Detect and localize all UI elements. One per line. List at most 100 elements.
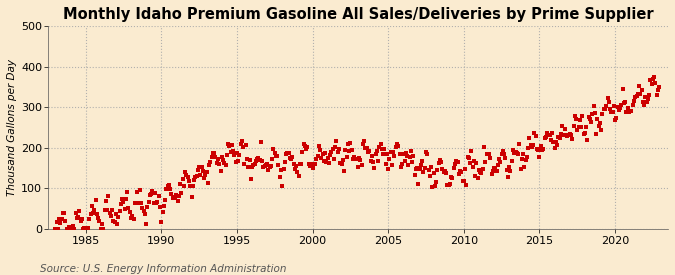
Point <box>246 177 256 181</box>
Point <box>394 152 405 156</box>
Point <box>651 93 662 97</box>
Point <box>486 172 497 177</box>
Point <box>279 160 290 164</box>
Point <box>503 175 514 179</box>
Y-axis label: Thousand Gallons per Day: Thousand Gallons per Day <box>7 59 17 196</box>
Point <box>134 188 145 192</box>
Point <box>649 75 659 79</box>
Point <box>122 190 132 194</box>
Point <box>188 178 199 182</box>
Point <box>325 153 335 158</box>
Point <box>308 162 319 166</box>
Point <box>303 162 314 166</box>
Point <box>327 147 338 151</box>
Point <box>612 105 623 110</box>
Point <box>514 142 524 146</box>
Point <box>233 159 244 163</box>
Point <box>92 212 103 217</box>
Point <box>301 147 312 151</box>
Point <box>389 154 400 158</box>
Point <box>95 227 106 231</box>
Point <box>54 216 65 221</box>
Point <box>470 174 481 178</box>
Point <box>464 161 475 166</box>
Point <box>416 163 427 167</box>
Point <box>330 145 341 149</box>
Point <box>94 218 105 223</box>
Point <box>119 207 130 211</box>
Point <box>79 226 90 230</box>
Point <box>403 163 414 167</box>
Point <box>618 101 629 105</box>
Point <box>617 87 628 91</box>
Point <box>390 144 401 149</box>
Point <box>396 164 406 169</box>
Point <box>399 159 410 164</box>
Point <box>287 155 298 159</box>
Point <box>495 160 506 164</box>
Point <box>335 160 346 165</box>
Point <box>126 216 136 220</box>
Point <box>323 161 334 165</box>
Point <box>589 111 600 116</box>
Point <box>68 224 78 228</box>
Point <box>625 109 636 113</box>
Point <box>351 156 362 161</box>
Point <box>99 208 110 212</box>
Point <box>432 167 443 172</box>
Point <box>243 164 254 169</box>
Point <box>548 140 559 144</box>
Point <box>345 140 356 145</box>
Point <box>384 157 395 161</box>
Point <box>522 155 533 160</box>
Point <box>83 226 94 230</box>
Point <box>385 149 396 154</box>
Point <box>643 97 653 101</box>
Point <box>572 128 583 132</box>
Point <box>169 195 180 200</box>
Point <box>248 163 259 167</box>
Point <box>422 152 433 156</box>
Point <box>467 164 478 169</box>
Point <box>86 204 97 208</box>
Point <box>254 158 265 163</box>
Point <box>466 149 477 153</box>
Point <box>636 87 647 92</box>
Point <box>74 209 84 213</box>
Point <box>190 175 200 180</box>
Point <box>421 150 431 155</box>
Point <box>130 201 140 205</box>
Point <box>319 158 329 163</box>
Point <box>410 167 421 171</box>
Point <box>102 208 113 212</box>
Point <box>560 126 570 131</box>
Point <box>111 211 122 216</box>
Point <box>525 143 536 148</box>
Point <box>462 155 473 159</box>
Point <box>121 197 132 201</box>
Point <box>265 164 275 169</box>
Point <box>502 168 512 172</box>
Point <box>550 140 561 144</box>
Point <box>252 157 263 161</box>
Point <box>53 227 63 231</box>
Point <box>457 179 468 184</box>
Point <box>515 167 526 171</box>
Point <box>112 222 123 226</box>
Point <box>493 156 504 161</box>
Point <box>437 167 448 172</box>
Point <box>545 137 556 142</box>
Point <box>505 169 516 173</box>
Point <box>315 148 325 153</box>
Point <box>553 134 564 139</box>
Point <box>531 146 542 151</box>
Point <box>196 165 207 169</box>
Point <box>286 157 296 161</box>
Point <box>162 184 173 188</box>
Point <box>589 104 599 108</box>
Point <box>595 121 605 126</box>
Point <box>564 131 575 136</box>
Point <box>240 142 251 147</box>
Point <box>69 227 80 231</box>
Point <box>211 161 222 165</box>
